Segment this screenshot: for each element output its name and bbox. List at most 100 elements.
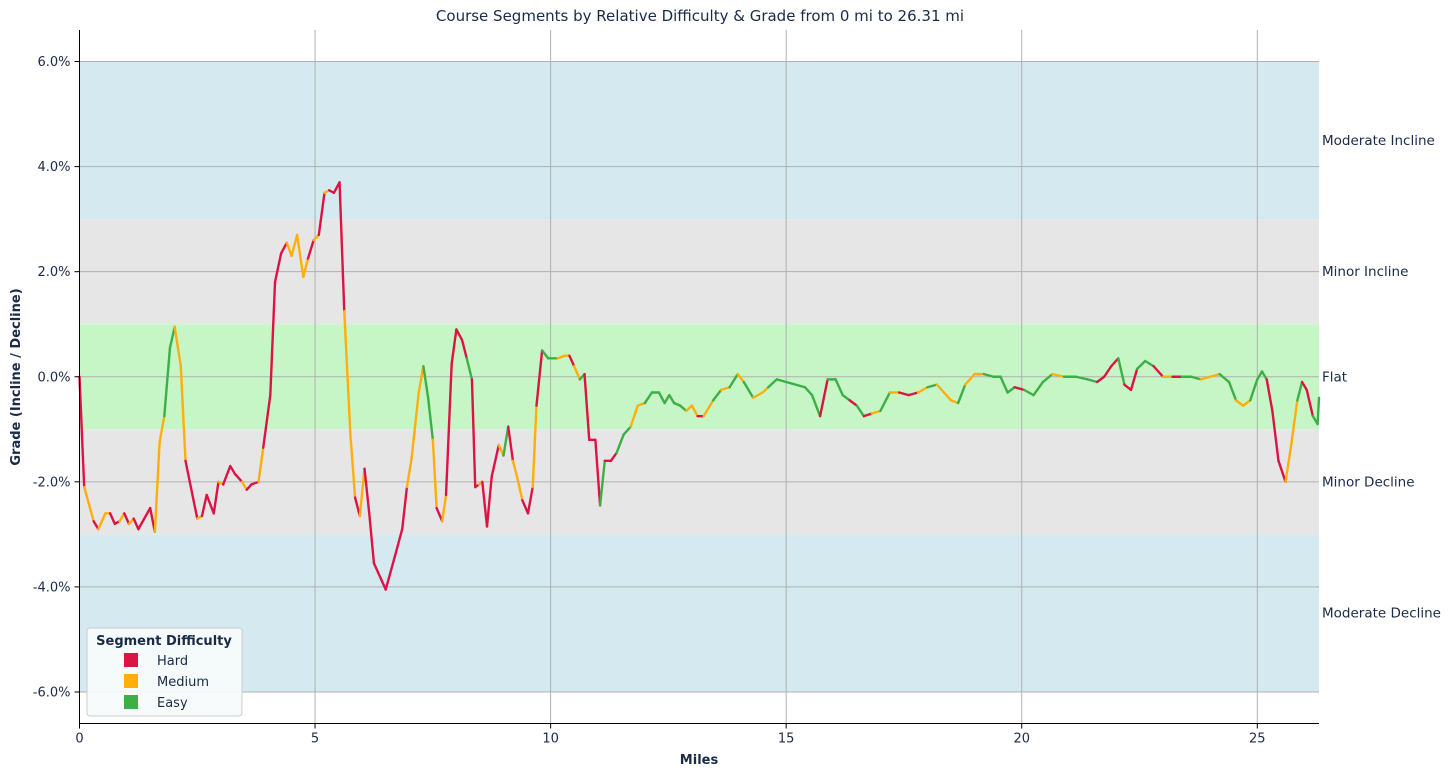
segment-medium [531, 404, 538, 489]
legend-swatch-medium [124, 674, 138, 688]
segment-hard [1265, 378, 1274, 413]
segment-hard [78, 375, 86, 489]
segment-easy [1022, 388, 1035, 397]
segment-medium [870, 409, 882, 415]
segment-easy [999, 375, 1009, 394]
segment-medium [719, 386, 731, 392]
segment-easy [598, 459, 606, 507]
segment-hard [233, 472, 244, 484]
band-label-flat: Flat [1322, 369, 1347, 385]
segment-hard [221, 464, 232, 486]
y-ticks: 6.0% 4.0% 2.0% 0.0% -2.0% -4.0% -6.0% [33, 55, 80, 700]
segment-hard [393, 527, 404, 557]
y-tick-label: -4.0% [33, 580, 71, 595]
segment-easy [841, 393, 851, 402]
x-tick-label: 10 [542, 732, 559, 747]
segment-easy [1260, 370, 1268, 381]
segment-easy [767, 378, 778, 389]
segment-hard [1152, 365, 1165, 378]
segment-easy [168, 325, 176, 350]
segment-medium [963, 372, 976, 386]
segment-easy [784, 380, 797, 386]
segment-hard [481, 480, 489, 528]
segment-hard [368, 512, 376, 565]
segment-medium [556, 354, 566, 360]
segment-medium [702, 399, 715, 418]
segment-easy [728, 372, 739, 389]
segment-hard [184, 459, 199, 520]
segment-easy [982, 372, 995, 378]
segment-hard [450, 328, 458, 365]
segment-easy [1296, 380, 1304, 402]
segment-medium [516, 477, 524, 502]
segment-medium [1284, 443, 1293, 484]
segment-hard [200, 493, 208, 518]
segment-hard [907, 391, 920, 397]
chart-title: Course Segments by Relative Difficulty &… [436, 7, 964, 25]
segment-easy [742, 380, 755, 399]
segment-medium [685, 404, 694, 413]
segment-medium [290, 233, 299, 258]
segment-hard [455, 328, 464, 342]
segment-easy [1218, 372, 1231, 384]
legend-swatch-easy [124, 695, 138, 709]
segment-hard [92, 520, 100, 531]
segment-hard [363, 467, 371, 515]
segment-easy [810, 393, 822, 418]
segment-medium [343, 309, 352, 436]
segment-hard [1277, 459, 1287, 484]
segment-hard [137, 506, 152, 531]
band-label-minor-incline: Minor Incline [1322, 264, 1408, 280]
segment-medium [761, 386, 770, 394]
segment-medium [1208, 372, 1221, 378]
legend-label-hard: Hard [157, 654, 188, 669]
segment-medium [295, 233, 305, 279]
segment-hard [862, 412, 874, 418]
x-tick-label: 20 [1013, 732, 1030, 747]
segment-easy [1227, 380, 1238, 402]
segment-easy [426, 396, 435, 441]
segment-hard [273, 252, 283, 284]
y-tick-label: -6.0% [33, 685, 71, 700]
segment-medium [1051, 372, 1066, 378]
band-moderate-decline [79, 534, 1319, 692]
segment-hard [338, 181, 346, 313]
segment-hard [535, 349, 544, 407]
segment-hard [1095, 375, 1106, 384]
segment-easy [657, 391, 666, 405]
segment-hard [306, 238, 315, 260]
segment-hard [1129, 367, 1139, 392]
band-labels: Moderate Incline Minor Incline Flat Minor D… [1322, 133, 1441, 622]
band-label-moderate-incline: Moderate Incline [1322, 133, 1435, 149]
segment-medium [302, 257, 310, 279]
segment-easy [663, 393, 671, 405]
segment-easy [1006, 386, 1016, 394]
x-tick-label: 15 [778, 732, 795, 747]
segment-medium [1199, 375, 1212, 381]
segment-easy [678, 404, 688, 413]
segment-medium [1241, 399, 1252, 407]
segment-easy [643, 391, 654, 405]
segment-hard [279, 241, 288, 255]
segment-hard [460, 338, 468, 360]
segment-easy [855, 404, 866, 418]
segment-hard [123, 512, 131, 526]
segment-easy [834, 378, 844, 397]
segment-medium [83, 485, 95, 523]
band-label-minor-decline: Minor Decline [1322, 474, 1415, 490]
segment-hard [521, 499, 530, 515]
segment-medium [511, 459, 519, 481]
segment-easy [1190, 375, 1202, 381]
segment-hard [594, 438, 602, 507]
segment-hard [568, 354, 576, 368]
segment-easy [879, 391, 892, 413]
segment-hard [1110, 357, 1120, 368]
segment-medium [349, 433, 357, 499]
segment-medium [942, 391, 953, 402]
segment-easy [1032, 380, 1045, 397]
segment-medium [636, 401, 647, 407]
segment-hard [507, 425, 515, 463]
segment-easy [803, 386, 814, 397]
y-axis-label: Grade (Incline / Decline) [9, 288, 24, 465]
segment-easy [668, 393, 676, 405]
